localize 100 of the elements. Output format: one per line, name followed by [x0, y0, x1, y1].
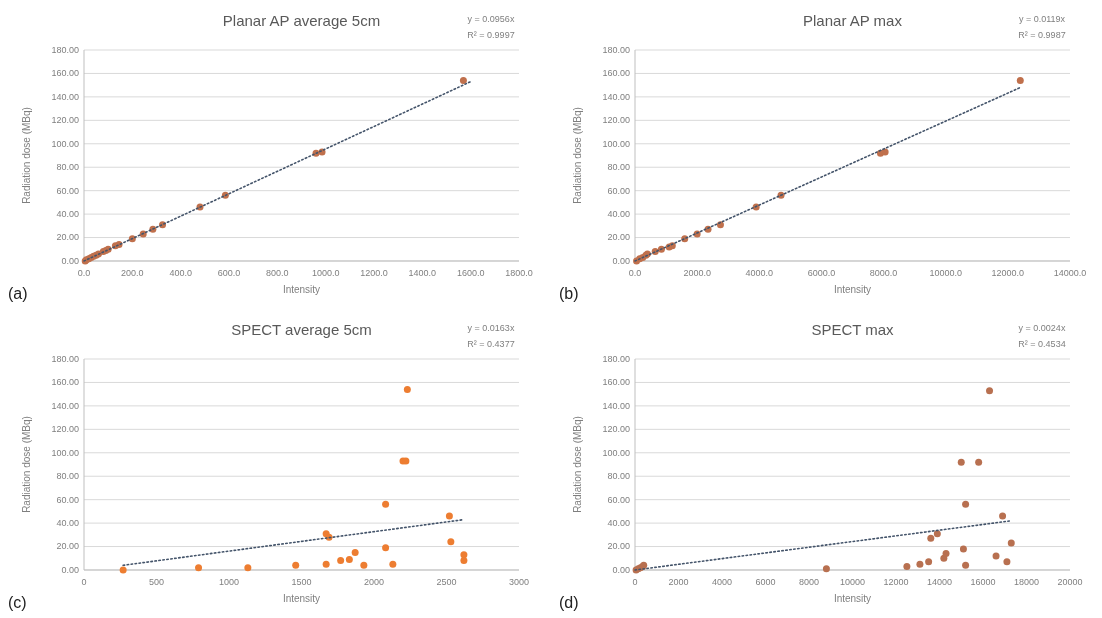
text: R² = 0.4377	[467, 339, 515, 349]
y-tick-label: 160.00	[51, 377, 79, 388]
x-tick-label: 400.0	[169, 268, 192, 278]
text: (c)	[8, 594, 27, 611]
x-tick-label: 6000	[755, 577, 776, 587]
y-tick-label: 60.00	[607, 494, 630, 505]
x-tick-label: 1400.0	[408, 268, 437, 278]
x-tick-label: 1600.0	[456, 268, 485, 278]
y-tick-label: 120.00	[51, 424, 79, 435]
y-tick-label: 160.00	[602, 377, 630, 388]
chart-title: Planar AP max	[803, 12, 903, 29]
x-tick-label: 20000	[1057, 577, 1083, 587]
x-tick-label: 8000	[798, 577, 820, 587]
x-tick-label: 14000.0	[1053, 268, 1087, 278]
y-tick-label: 20.00	[607, 541, 630, 552]
y-tick-label: 20.00	[607, 232, 630, 243]
y-tick-label: 100.00	[51, 138, 79, 149]
x-tick-label: 0.0	[77, 268, 91, 278]
x-tick-label: 1000.0	[311, 268, 340, 278]
chart-title: SPECT average 5cm	[231, 321, 372, 338]
x-tick-label: 14000	[926, 577, 953, 587]
x-axis-title: Intensity	[282, 284, 321, 295]
x-tick-label: 500	[148, 577, 165, 587]
y-tick-label: 0.00	[612, 564, 630, 575]
y-tick-label: 60.00	[56, 494, 79, 505]
y-tick-label: 120.00	[51, 115, 79, 126]
y-tick-label: 80.00	[56, 471, 79, 482]
x-tick-label: 16000	[970, 577, 996, 587]
text: (a)	[8, 285, 28, 302]
y-tick-label: 120.00	[602, 424, 630, 435]
x-tick-label: 8000.0	[869, 268, 898, 278]
x-tick-label: 2500	[436, 577, 457, 587]
text: R² = 0.9997	[467, 30, 515, 40]
y-tick-label: 20.00	[56, 232, 79, 243]
x-tick-label: 6000.0	[807, 268, 836, 278]
x-tick-label: 0.0	[628, 268, 642, 278]
text: R² = 0.4534	[1018, 339, 1066, 349]
y-tick-label: 60.00	[56, 185, 79, 196]
text: y = 0.0024x	[1018, 323, 1066, 333]
y-tick-label: 180.00	[602, 44, 630, 55]
y-tick-label: 160.00	[602, 68, 630, 79]
x-tick-label: 2000	[363, 577, 385, 587]
x-tick-label: 600.0	[217, 268, 241, 278]
y-axis-title: Radiation dose (MBq)	[21, 416, 32, 513]
text: y = 0.0163x	[467, 323, 515, 333]
x-tick-label: 4000.0	[745, 268, 774, 278]
y-tick-label: 120.00	[602, 115, 630, 126]
x-tick-label: 10000.0	[929, 268, 962, 278]
x-tick-label: 1200.0	[360, 268, 388, 278]
y-tick-label: 180.00	[51, 44, 79, 55]
x-tick-label: 0	[632, 577, 638, 587]
x-tick-label: 200.0	[121, 268, 144, 278]
y-tick-label: 140.00	[51, 91, 79, 102]
text: R² = 0.9987	[1018, 30, 1066, 40]
y-axis-title: Radiation dose (MBq)	[572, 107, 583, 204]
x-tick-label: 2000.0	[683, 268, 711, 278]
y-tick-label: 140.00	[602, 400, 630, 411]
y-tick-label: 40.00	[607, 208, 630, 219]
y-tick-label: 180.00	[51, 353, 79, 364]
x-axis-title: Intensity	[282, 593, 321, 604]
x-tick-label: 12000.0	[991, 268, 1025, 278]
x-axis-title: Intensity	[833, 284, 872, 295]
y-tick-label: 140.00	[51, 400, 79, 411]
y-tick-label: 140.00	[602, 91, 630, 102]
text: (d)	[559, 594, 579, 611]
y-tick-label: 80.00	[607, 162, 630, 173]
y-tick-label: 100.00	[51, 447, 79, 458]
x-tick-label: 0	[81, 577, 87, 587]
x-tick-label: 800.0	[266, 268, 289, 278]
text: y = 0.0956x	[467, 14, 515, 24]
x-tick-label: 1000	[218, 577, 240, 587]
y-tick-label: 80.00	[56, 162, 79, 173]
x-tick-label: 1500	[291, 577, 312, 587]
y-axis-title: Radiation dose (MBq)	[572, 416, 583, 513]
y-tick-label: 100.00	[602, 447, 630, 458]
y-tick-label: 160.00	[51, 68, 79, 79]
x-tick-label: 10000	[839, 577, 866, 587]
y-tick-label: 180.00	[602, 353, 630, 364]
text: y = 0.0119x	[1018, 14, 1066, 24]
x-tick-label: 4000	[711, 577, 733, 587]
x-tick-label: 3000	[508, 577, 530, 587]
y-tick-label: 0.00	[61, 564, 79, 575]
text: (b)	[559, 285, 579, 302]
y-tick-label: 60.00	[607, 185, 630, 196]
x-tick-label: 12000	[883, 577, 909, 587]
x-tick-label: 18000	[1013, 577, 1040, 587]
y-tick-label: 40.00	[607, 517, 630, 528]
y-tick-label: 40.00	[56, 517, 79, 528]
y-tick-label: 100.00	[602, 138, 630, 149]
y-tick-label: 0.00	[612, 255, 630, 266]
chart-title: Planar AP average 5cm	[222, 12, 381, 29]
y-tick-label: 40.00	[56, 208, 79, 219]
y-tick-label: 0.00	[61, 255, 79, 266]
x-tick-label: 1800.0	[505, 268, 533, 278]
chart-title: SPECT max	[811, 321, 895, 338]
y-tick-label: 20.00	[56, 541, 79, 552]
y-tick-label: 80.00	[607, 471, 630, 482]
x-axis-title: Intensity	[833, 593, 872, 604]
y-axis-title: Radiation dose (MBq)	[21, 107, 32, 204]
x-tick-label: 2000	[668, 577, 689, 587]
